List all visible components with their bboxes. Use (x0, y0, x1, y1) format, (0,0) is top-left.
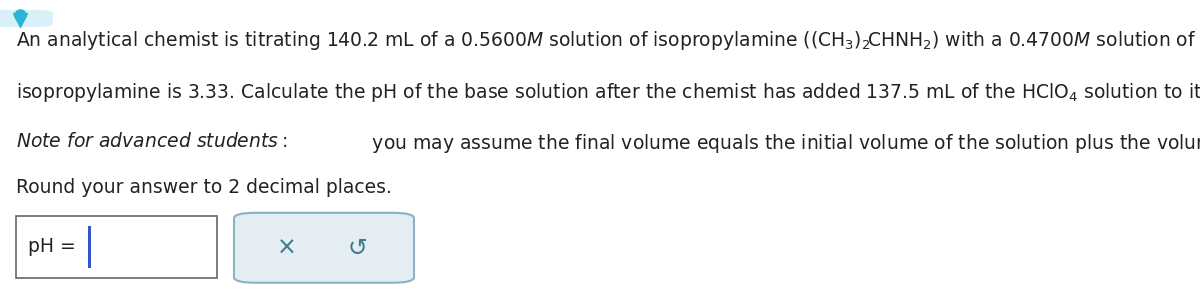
FancyBboxPatch shape (234, 213, 414, 283)
Text: you may assume the final volume equals the initial volume of the solution plus t: you may assume the final volume equals t… (366, 132, 1200, 155)
FancyBboxPatch shape (16, 216, 217, 278)
Text: Round your answer to 2 decimal places.: Round your answer to 2 decimal places. (16, 178, 391, 197)
Text: pH =: pH = (28, 237, 82, 257)
Text: ×: × (277, 236, 296, 260)
FancyBboxPatch shape (88, 226, 91, 268)
Text: An analytical chemist is titrating 140.2 mL of a 0.5600$M$ solution of isopropyl: An analytical chemist is titrating 140.2… (16, 29, 1200, 52)
FancyBboxPatch shape (0, 10, 53, 27)
Text: $\it{Note\ for\ advanced\ students:}$: $\it{Note\ for\ advanced\ students:}$ (16, 132, 287, 151)
Text: isopropylamine is 3.33. Calculate the pH of the base solution after the chemist : isopropylamine is 3.33. Calculate the pH… (16, 81, 1200, 104)
Text: ↺: ↺ (348, 236, 367, 260)
